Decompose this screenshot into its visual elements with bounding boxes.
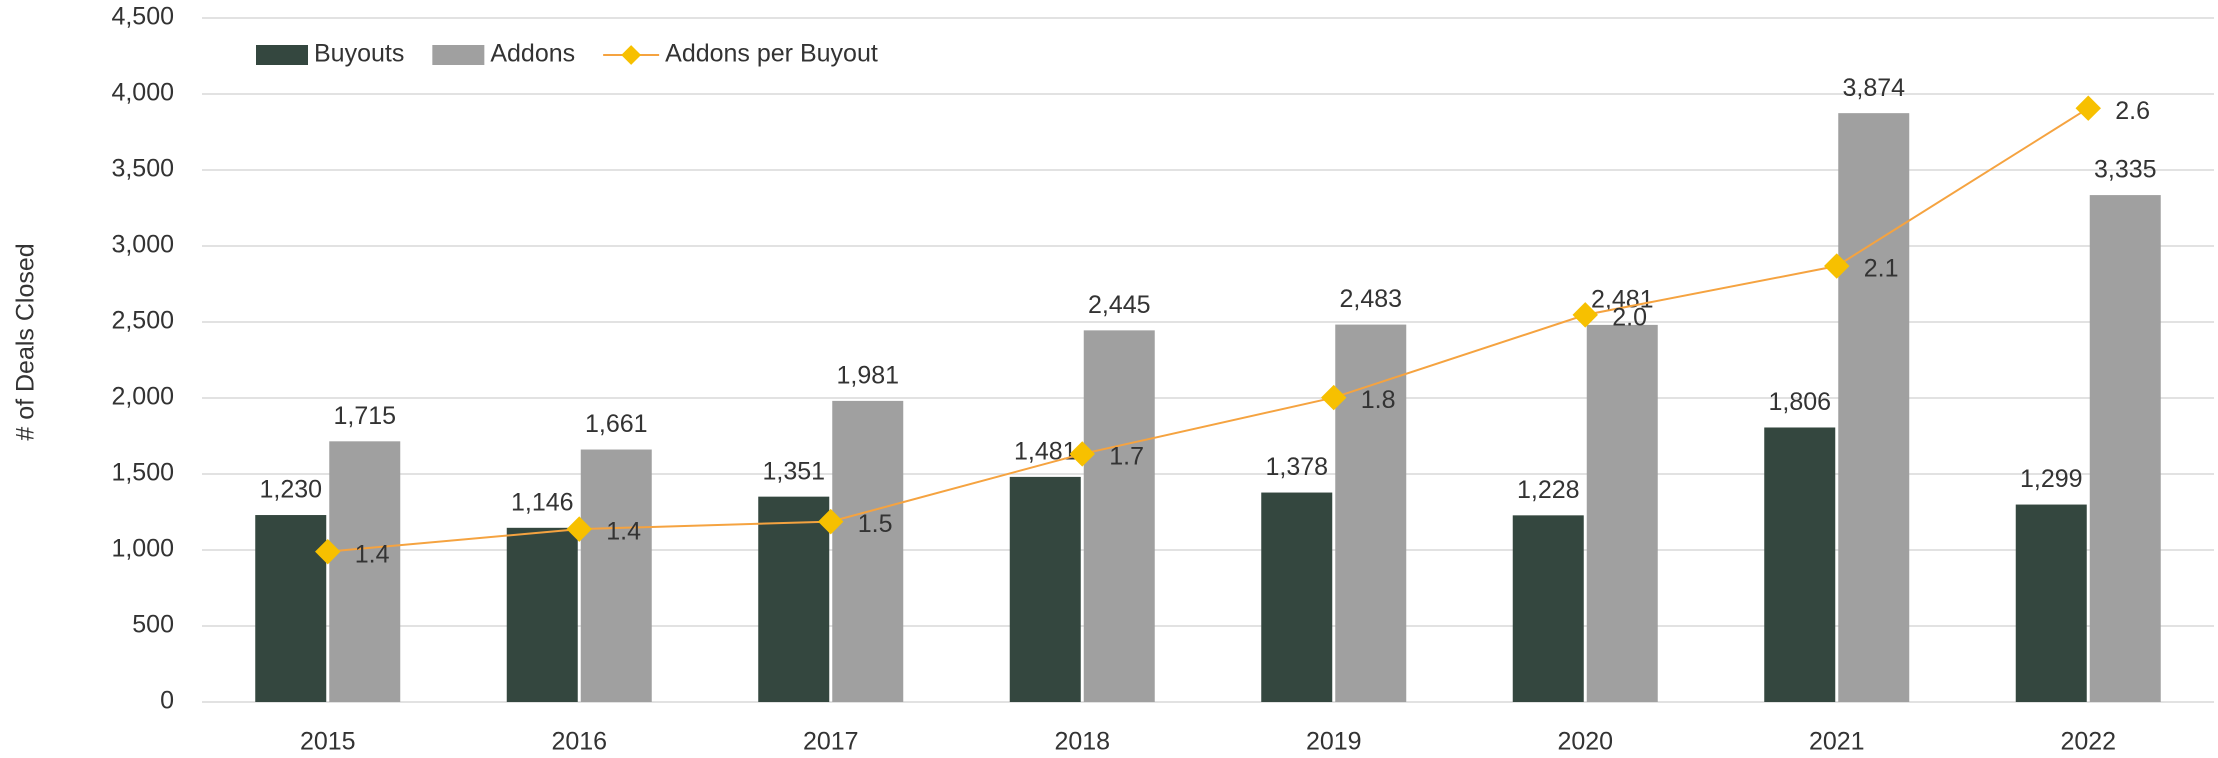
- y-axis-title: # of Deals Closed: [12, 243, 40, 440]
- bar: [1512, 515, 1584, 702]
- bar-label: 1,981: [836, 361, 899, 389]
- bar: [758, 496, 830, 702]
- legend-label: Addons: [490, 40, 575, 68]
- y-tick-label: 3,500: [111, 155, 174, 183]
- bar-label: 2,445: [1088, 291, 1151, 319]
- bar-label: 2,481: [1591, 285, 1654, 313]
- bar: [329, 441, 401, 702]
- y-tick-label: 3,000: [111, 231, 174, 259]
- bar: [1009, 476, 1081, 702]
- bar-label: 1,299: [2020, 465, 2083, 493]
- bar: [1261, 492, 1333, 702]
- line-marker: [315, 538, 341, 565]
- line-label: 2.0: [1612, 304, 1647, 332]
- line-label: 1.5: [858, 510, 893, 538]
- y-tick-label: 500: [132, 611, 174, 639]
- bar-label: 3,874: [1842, 74, 1905, 102]
- x-tick-label: 2021: [1809, 728, 1865, 756]
- line-label: 1.4: [606, 518, 641, 546]
- line-label: 1.8: [1361, 386, 1396, 414]
- bar: [580, 449, 652, 702]
- bar-label: 1,351: [762, 457, 825, 485]
- bar: [1764, 427, 1836, 702]
- bar: [832, 400, 904, 702]
- bar: [1838, 113, 1910, 703]
- bar-label: 1,661: [585, 410, 648, 438]
- y-tick-label: 1,500: [111, 459, 174, 487]
- bar: [2015, 504, 2087, 702]
- x-tick-label: 2019: [1306, 728, 1362, 756]
- bar-label: 2,483: [1339, 285, 1402, 313]
- bar-label: 1,481: [1014, 437, 1077, 465]
- bar: [1335, 324, 1407, 702]
- x-tick-label: 2018: [1054, 728, 1110, 756]
- y-tick-label: 2,500: [111, 307, 174, 335]
- y-tick-label: 0: [160, 687, 174, 715]
- bar: [255, 515, 327, 702]
- x-tick-label: 2015: [300, 728, 356, 756]
- bar: [1083, 330, 1155, 702]
- x-tick-label: 2020: [1557, 728, 1613, 756]
- y-tick-label: 2,000: [111, 383, 174, 411]
- legend-label: Buyouts: [314, 40, 404, 68]
- bar-label: 1,806: [1768, 388, 1831, 416]
- line-label: 1.7: [1109, 443, 1144, 471]
- legend-label: Addons per Buyout: [665, 40, 878, 68]
- line-marker: [566, 516, 592, 542]
- line-marker: [2075, 95, 2101, 121]
- bar: [506, 527, 578, 702]
- line-label: 2.1: [1864, 255, 1899, 283]
- y-tick-label: 1,000: [111, 535, 174, 563]
- bar-label: 1,228: [1517, 476, 1580, 504]
- line-marker: [818, 508, 844, 535]
- bar-label: 1,230: [259, 476, 322, 504]
- bar: [1586, 324, 1658, 702]
- x-tick-label: 2022: [2060, 728, 2116, 756]
- line-label: 2.6: [2115, 97, 2150, 125]
- legend-swatch: [432, 45, 485, 65]
- bar-label: 1,715: [333, 402, 396, 430]
- x-tick-label: 2016: [551, 728, 607, 756]
- bar: [2089, 195, 2161, 702]
- y-tick-label: 4,000: [111, 79, 174, 107]
- x-tick-label: 2017: [803, 728, 859, 756]
- legend-swatch: [256, 45, 308, 65]
- legend-swatch: [621, 45, 642, 65]
- bar-label: 3,335: [2094, 156, 2157, 184]
- line-label: 1.4: [355, 540, 390, 568]
- bar-label: 1,146: [511, 488, 574, 516]
- bar-label: 1,378: [1265, 453, 1328, 481]
- line: [327, 107, 2089, 553]
- y-tick-label: 4,500: [111, 3, 174, 31]
